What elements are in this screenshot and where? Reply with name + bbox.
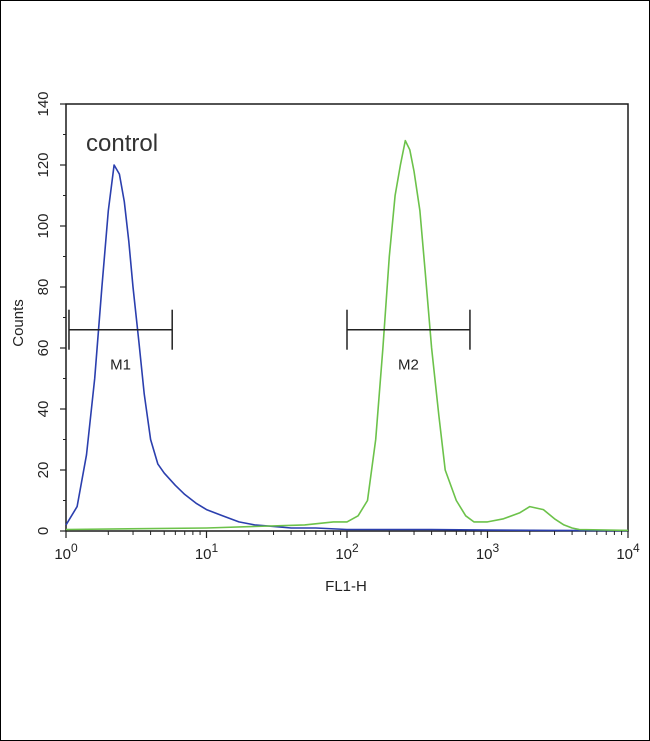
series-layer	[65, 139, 629, 532]
y-tick-label: 40	[35, 401, 52, 418]
histogram-series-2	[65, 139, 629, 532]
x-tick-label: 104	[616, 541, 640, 563]
gate-label-m1: M1	[110, 357, 131, 374]
x-tick-label: 101	[195, 541, 219, 563]
x-tick-label: 103	[476, 541, 500, 563]
annotation-control: control	[86, 130, 158, 157]
histogram-series-1	[65, 164, 629, 532]
y-tick-label: 0	[35, 527, 52, 535]
y-tick-label: 140	[35, 91, 52, 116]
marker-layer: M1 M2	[68, 309, 471, 374]
gate-label-m2: M2	[398, 357, 419, 374]
y-tick-label: 120	[35, 152, 52, 177]
y-tick-label: 60	[35, 340, 52, 357]
y-axis-label: Counts	[10, 299, 27, 347]
gate-marker-m2: M2	[346, 309, 471, 374]
y-tick-label: 80	[35, 279, 52, 296]
y-tick-label: 100	[35, 213, 52, 238]
x-tick-label: 100	[54, 541, 78, 563]
x-axis-label: FL1-H	[325, 578, 367, 595]
gate-marker-m1: M1	[68, 309, 173, 374]
x-tick-label: 102	[335, 541, 359, 563]
y-tick-label: 20	[35, 462, 52, 479]
tick-layer: 0 20 40 60 80 100 120 140 100 101 102 103 104	[35, 91, 640, 563]
